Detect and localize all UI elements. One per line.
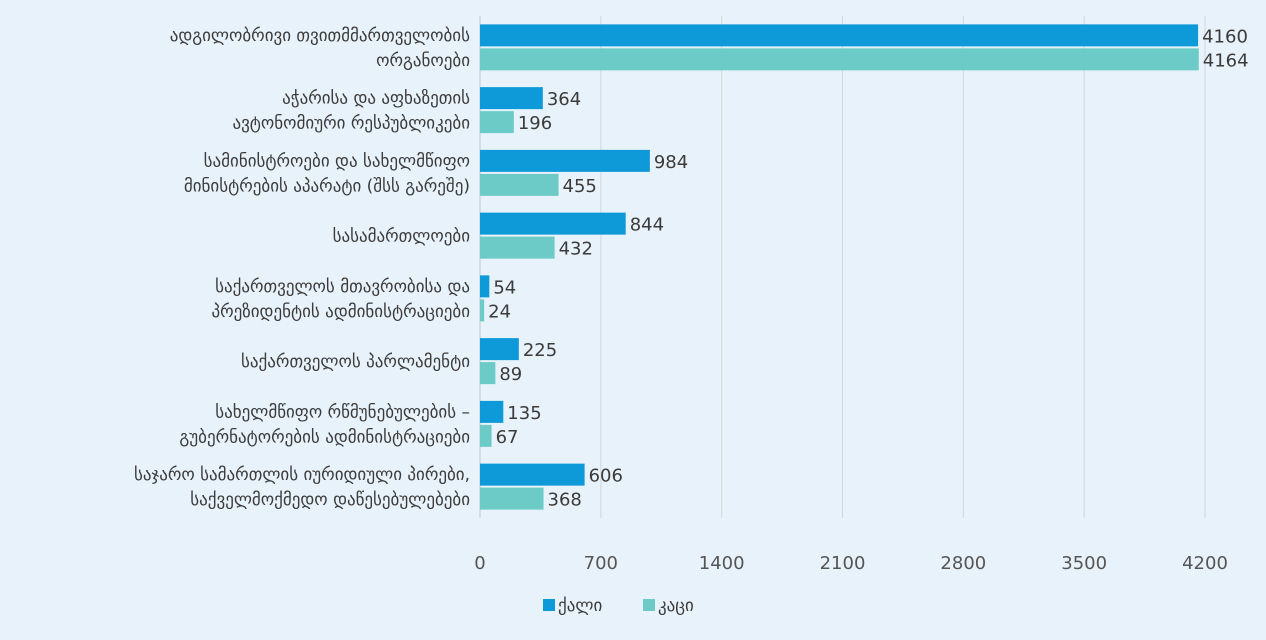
bar-series-2 <box>480 299 485 322</box>
legend-swatch <box>543 599 555 611</box>
bar-series-1 <box>480 400 504 423</box>
bar-series-1 <box>480 275 490 298</box>
bar-series-1 <box>480 149 650 172</box>
data-label: 89 <box>499 364 522 385</box>
data-label: 984 <box>654 152 688 173</box>
bars <box>480 24 1199 510</box>
bar-series-1 <box>480 338 519 361</box>
category-label: სამინისტროები და სახელმწიფო მინისტრების ა… <box>184 151 470 196</box>
bar-series-1 <box>480 24 1199 47</box>
bar-series-1 <box>480 463 585 486</box>
bar-series-2 <box>480 487 544 510</box>
data-label: 54 <box>493 277 516 298</box>
data-label: 368 <box>548 490 582 511</box>
bar-series-2 <box>480 173 559 196</box>
data-label: 432 <box>559 239 593 260</box>
data-label: 844 <box>630 215 664 236</box>
x-tick-label: 0 <box>474 553 485 574</box>
category-label: საქართველოს პარლამენტი <box>241 352 470 372</box>
x-tick-label: 2100 <box>820 553 866 574</box>
data-label: 4164 <box>1203 50 1249 71</box>
bar-series-2 <box>480 236 555 259</box>
data-label: 364 <box>547 89 581 110</box>
legend: ქალი კაცი <box>543 596 694 616</box>
category-label: საჯარო სამართლის იურიდიული პირები, საქველ… <box>134 465 470 510</box>
bar-series-2 <box>480 362 496 385</box>
data-label: 455 <box>563 176 597 197</box>
data-label: 225 <box>523 340 557 361</box>
x-tick-label: 700 <box>584 553 618 574</box>
bar-series-2 <box>480 48 1199 71</box>
data-label: 196 <box>518 113 552 134</box>
x-tick-label: 2800 <box>940 553 986 574</box>
x-axis-ticks: 0 700 1400 2100 2800 3500 4200 <box>474 553 1228 574</box>
data-label: 67 <box>496 427 519 448</box>
data-label: 606 <box>589 466 623 487</box>
gridlines <box>479 16 1206 518</box>
legend-label: ქალი <box>558 596 602 616</box>
category-labels: ადგილობრივი თვითმმართველობის ორგანოები აჭა… <box>134 26 470 510</box>
data-label: 135 <box>507 403 541 424</box>
legend-swatch <box>643 599 655 611</box>
bar-series-2 <box>480 424 492 447</box>
bar-series-2 <box>480 111 514 134</box>
category-label: საქართველოს მთავრობისა და პრეზიდენტის ადმ… <box>211 277 470 322</box>
x-tick-label: 1400 <box>699 553 745 574</box>
bar-series-1 <box>480 87 543 110</box>
category-label: ადგილობრივი თვითმმართველობის ორგანოები <box>170 26 470 71</box>
data-label: 24 <box>488 301 511 322</box>
data-label: 4160 <box>1202 26 1248 47</box>
x-tick-label: 4200 <box>1182 553 1228 574</box>
category-label: აჭარისა და აფხაზეთის ავტონომიური რესპუბლი… <box>232 89 470 134</box>
category-label: სახელმწიფო რწმუნებულების – გუბერნატორების… <box>179 402 470 447</box>
bar-series-1 <box>480 212 626 235</box>
category-label: სასამართლოები <box>333 227 470 247</box>
legend-label: კაცი <box>658 596 694 616</box>
x-tick-label: 3500 <box>1061 553 1107 574</box>
